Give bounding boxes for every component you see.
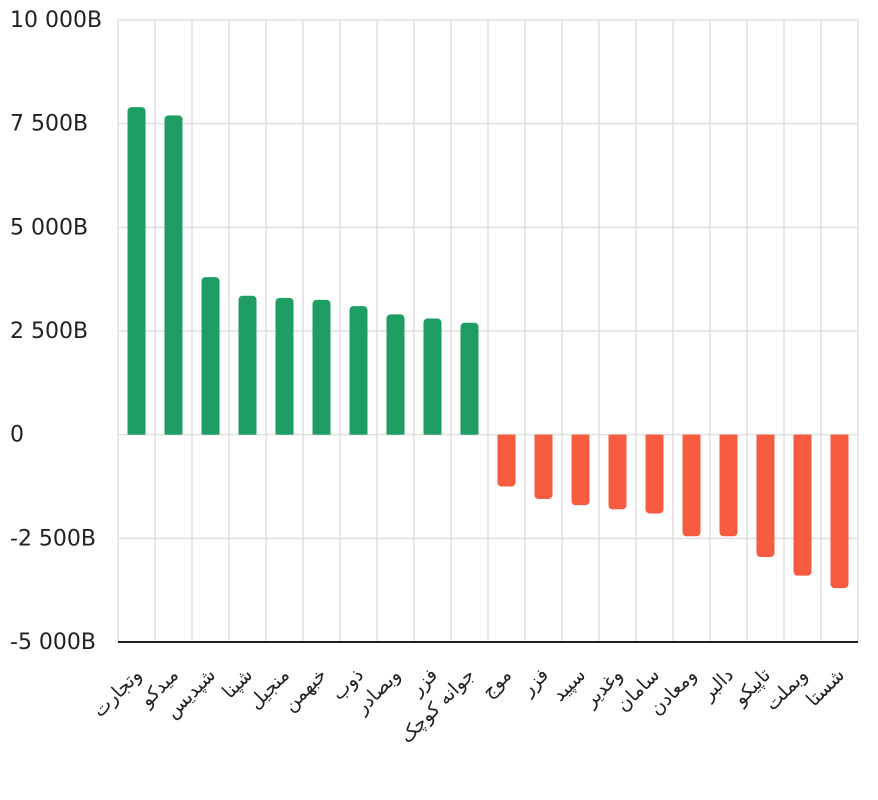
bar (756, 434, 775, 557)
bar-body (275, 297, 294, 435)
bar (793, 434, 812, 576)
bar-base (682, 434, 701, 440)
y-tick-label: -5 000B (10, 630, 96, 655)
bar-base (497, 434, 516, 440)
bar-body (312, 299, 331, 435)
bar (127, 107, 146, 435)
bar-body (571, 434, 590, 506)
bar-body (719, 434, 738, 537)
bar (275, 297, 294, 435)
bar-base (793, 434, 812, 440)
bar-base (719, 434, 738, 440)
bar (645, 434, 664, 514)
bar-body (423, 318, 442, 435)
bar-body (201, 277, 220, 435)
bar-body (238, 295, 257, 435)
bar-base (571, 434, 590, 440)
bar-body (460, 322, 479, 435)
bar-base (312, 429, 331, 435)
x-tick-label: خبهمن (279, 664, 331, 716)
bar-base (460, 429, 479, 435)
bar (312, 299, 331, 435)
bar-body (645, 434, 664, 514)
bar (201, 277, 220, 435)
bar-body (608, 434, 627, 510)
bar-base (756, 434, 775, 440)
bar-body (756, 434, 775, 557)
bar-base (127, 429, 146, 435)
bar (238, 295, 257, 435)
bar-base (201, 429, 220, 435)
bar-base (608, 434, 627, 440)
y-axis: 10 000B 7 500B 5 000B 2 500B 0 -2 500B -5 000B (10, 8, 102, 655)
bar-body (349, 306, 368, 435)
bar-body (386, 314, 405, 435)
x-tick-label: موج (478, 664, 516, 702)
y-tick-label: 5 000B (10, 215, 88, 240)
grid-lines (117, 19, 859, 643)
x-tick-label: شستا (802, 664, 849, 711)
bar (719, 434, 738, 537)
bar (386, 314, 405, 435)
bar-body (497, 434, 516, 487)
bar (534, 434, 553, 499)
bar-body (682, 434, 701, 537)
bar-body (164, 115, 183, 435)
bar (571, 434, 590, 506)
y-tick-label: 0 (10, 423, 24, 448)
bar-body (830, 434, 849, 589)
bar-body (127, 107, 146, 435)
bar (608, 434, 627, 510)
bar (830, 434, 849, 589)
bar (349, 306, 368, 435)
bar-base (164, 429, 183, 435)
bar (497, 434, 516, 487)
bar-base (275, 429, 294, 435)
y-tick-label: -2 500B (10, 526, 96, 551)
bar-base (349, 429, 368, 435)
bars (127, 107, 849, 589)
y-tick-label: 7 500B (10, 112, 88, 137)
bar (164, 115, 183, 435)
bar-base (645, 434, 664, 440)
x-tick-label: وبملت (761, 664, 812, 715)
bar-base (830, 434, 849, 440)
y-tick-label: 10 000B (10, 8, 102, 33)
bar (682, 434, 701, 537)
y-tick-label: 2 500B (10, 319, 88, 344)
bar-body (793, 434, 812, 576)
bar-body (534, 434, 553, 499)
bar-base (534, 434, 553, 440)
bar (460, 322, 479, 435)
bar-base (238, 429, 257, 435)
x-tick-label: دالبر (696, 664, 738, 706)
bar-base (386, 429, 405, 435)
x-tick-label: فزر (516, 664, 553, 701)
bar-base (423, 429, 442, 435)
bar (423, 318, 442, 435)
